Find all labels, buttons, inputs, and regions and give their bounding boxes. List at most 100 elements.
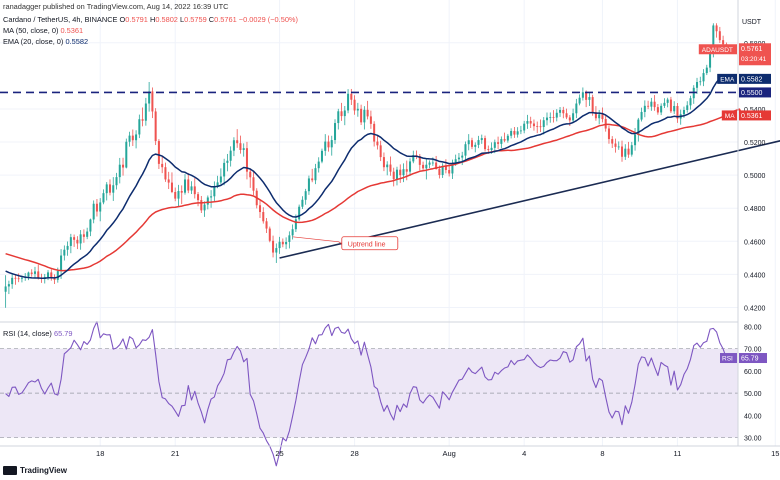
candle-body xyxy=(669,99,672,112)
candle-body xyxy=(69,237,72,246)
candle-body xyxy=(474,144,477,147)
rsi-label-bg xyxy=(739,353,767,364)
candle-body xyxy=(226,160,229,163)
candle-body xyxy=(11,277,14,285)
candle-body xyxy=(506,135,509,141)
candle-body xyxy=(53,278,56,280)
candle-body xyxy=(37,271,40,278)
candle-body xyxy=(464,144,467,156)
price-label-name: EMA xyxy=(720,76,735,83)
candle-body xyxy=(337,111,340,124)
price-label-value: 0.5361 xyxy=(741,113,763,120)
candle-body xyxy=(699,81,702,83)
price-label-value: 0.5582 xyxy=(741,76,763,83)
time-tick-label: 11 xyxy=(674,449,682,458)
annotation-text: Uptrend line xyxy=(348,241,386,248)
candle-body xyxy=(210,196,213,198)
rsi-series xyxy=(5,321,727,467)
price-tick-label: 0.4400 xyxy=(744,272,766,279)
candle-body xyxy=(281,241,284,245)
price-tick-label: 0.5200 xyxy=(744,140,766,147)
candle-body xyxy=(144,103,147,121)
candle-body xyxy=(379,145,382,158)
candle-body xyxy=(382,157,385,168)
ema-legend[interactable]: EMA (20, close, 0) 0.5582 xyxy=(3,37,88,46)
time-tick-label: 18 xyxy=(96,449,104,458)
candle-body xyxy=(536,126,539,127)
ema-legend-value: 0.5582 xyxy=(65,37,89,46)
candle-body xyxy=(353,99,356,111)
rsi-tick-label: 70.00 xyxy=(744,347,762,354)
rsi-line xyxy=(5,321,727,467)
ohlc-high-label: H xyxy=(149,15,156,24)
candle-body xyxy=(347,93,350,111)
time-tick-label: 25 xyxy=(275,449,283,458)
rsi-legend[interactable]: RSI (14, close) 65.79 xyxy=(3,329,72,338)
candle-body xyxy=(89,219,92,232)
candle-body xyxy=(376,141,379,146)
price-labels: Uptrend line 0.5761 03:20:41 ADAUSDT 0.5582 E… xyxy=(292,43,771,364)
rsi-tick-label: 80.00 xyxy=(744,324,762,331)
price-label-name: ADAUSDT xyxy=(702,47,733,54)
tradingview-logo[interactable]: TradingView xyxy=(3,466,67,475)
candle-body xyxy=(17,278,20,280)
candle-body xyxy=(656,107,659,113)
candle-body xyxy=(229,150,232,161)
candle-body xyxy=(402,169,405,176)
candle-body xyxy=(643,105,646,112)
indicator-overlays xyxy=(0,74,780,279)
ohlc-low-label: L xyxy=(179,15,185,24)
candle-body xyxy=(611,139,614,144)
time-tick-label: Aug xyxy=(442,449,455,458)
ema-legend-label: EMA (20, close, 0) xyxy=(3,37,64,46)
candle-body xyxy=(4,286,7,292)
time-tick-label: 28 xyxy=(350,449,358,458)
candle-body xyxy=(350,93,353,100)
publisher-line: ranadagger published on TradingView.com,… xyxy=(3,2,229,11)
time-tick-label: 8 xyxy=(600,449,604,458)
candle-body xyxy=(242,148,245,150)
candle-body xyxy=(154,111,157,142)
rsi-tick-label: 50.00 xyxy=(744,391,762,398)
candle-body xyxy=(66,245,69,250)
candle-body xyxy=(392,171,395,180)
candle-body xyxy=(617,146,620,148)
ma-legend-label: MA (50, close, 0) xyxy=(3,26,59,35)
candle-body xyxy=(451,163,454,174)
symbol-line: Cardano / TetherUS, 4h, BINANCE O0.5791 … xyxy=(3,15,298,24)
candle-body xyxy=(320,150,323,162)
candle-body xyxy=(585,92,588,100)
candle-body xyxy=(552,117,555,118)
ma-legend[interactable]: MA (50, close, 0) 0.5361 xyxy=(3,26,83,35)
candle-body xyxy=(428,162,431,165)
candle-body xyxy=(183,179,187,193)
candle-body xyxy=(529,121,532,124)
candle-body xyxy=(105,184,108,194)
candle-body xyxy=(232,140,235,151)
candle-body xyxy=(47,272,50,278)
candle-body xyxy=(177,191,180,199)
candle-body xyxy=(252,177,255,191)
candle-body xyxy=(27,272,30,277)
price-label-name-bg xyxy=(721,110,737,121)
candle-body xyxy=(640,111,643,120)
candle-body xyxy=(131,135,134,141)
candle-body xyxy=(647,105,650,107)
candle-body xyxy=(7,284,10,287)
candle-body xyxy=(718,31,721,41)
candle-body xyxy=(366,109,369,117)
candle-body xyxy=(86,231,89,237)
candle-body xyxy=(239,143,242,150)
candle-body xyxy=(653,101,656,108)
candle-body xyxy=(409,161,412,172)
candle-body xyxy=(598,114,601,119)
candle-body xyxy=(614,143,617,147)
candle-body xyxy=(572,113,575,121)
candle-body xyxy=(56,271,59,280)
candle-body xyxy=(33,271,36,274)
candle-body xyxy=(314,168,317,181)
candle-body xyxy=(20,277,23,279)
candle-body xyxy=(102,193,105,203)
candle-body xyxy=(219,176,222,183)
